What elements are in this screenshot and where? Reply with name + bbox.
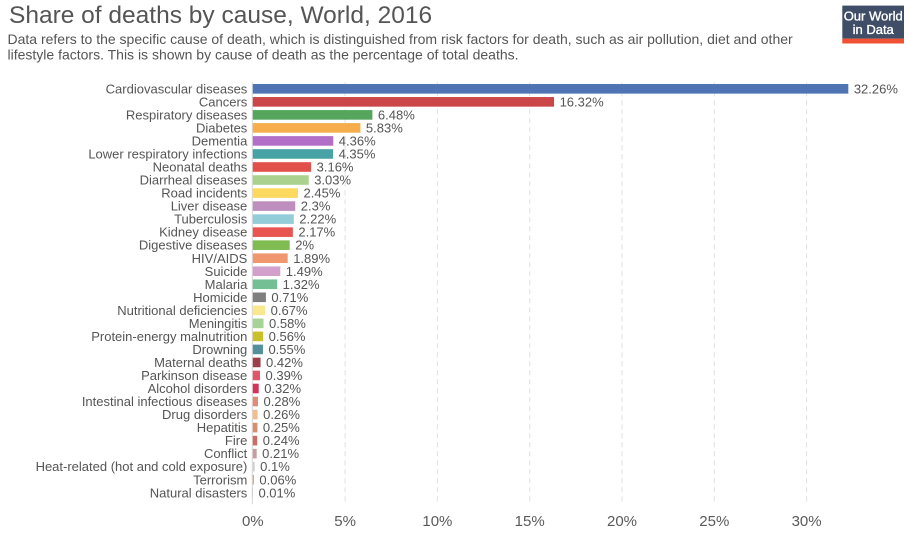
svg-text:0.56%: 0.56% [269,329,306,344]
svg-text:0.58%: 0.58% [269,316,306,331]
svg-text:4.36%: 4.36% [339,133,376,148]
svg-text:Neonatal deaths: Neonatal deaths [153,160,248,175]
svg-text:Meningitis: Meningitis [189,316,248,331]
svg-text:lifestyle factors. This is sho: lifestyle factors. This is shown by caus… [8,46,519,62]
svg-text:10%: 10% [422,513,452,530]
svg-text:Data refers to the specific ca: Data refers to the specific cause of dea… [8,31,794,47]
svg-text:0.26%: 0.26% [263,407,300,422]
svg-text:3.16%: 3.16% [317,160,354,175]
svg-text:6.48%: 6.48% [378,107,415,122]
svg-text:Road incidents: Road incidents [161,186,247,201]
svg-text:Maternal deaths: Maternal deaths [154,355,248,370]
svg-text:0.32%: 0.32% [264,381,301,396]
svg-text:Conflict: Conflict [204,446,248,461]
svg-text:Heat-related (hot and cold exp: Heat-related (hot and cold exposure) [36,459,248,474]
svg-text:Homicide: Homicide [193,290,247,305]
svg-text:0%: 0% [242,513,264,530]
svg-text:2.22%: 2.22% [299,212,336,227]
svg-text:Suicide: Suicide [205,264,248,279]
svg-text:3.03%: 3.03% [314,173,351,188]
svg-text:Respiratory diseases: Respiratory diseases [126,107,248,122]
svg-text:0.25%: 0.25% [263,420,300,435]
svg-text:1.32%: 1.32% [283,277,320,292]
svg-text:Malaria: Malaria [205,277,248,292]
svg-text:Lower respiratory infections: Lower respiratory infections [88,147,247,162]
svg-text:Fire: Fire [225,433,247,448]
svg-text:in Data: in Data [853,22,895,37]
svg-text:0.06%: 0.06% [259,472,296,487]
svg-text:HIV/AIDS: HIV/AIDS [192,251,248,266]
svg-text:Tuberculosis: Tuberculosis [174,212,248,227]
svg-text:Nutritional deficiencies: Nutritional deficiencies [117,303,248,318]
svg-text:2%: 2% [295,238,314,253]
svg-text:Share of deaths by cause, Worl: Share of deaths by cause, World, 2016 [9,2,432,29]
svg-text:32.26%: 32.26% [854,81,899,96]
svg-text:20%: 20% [607,513,637,530]
svg-text:0.28%: 0.28% [263,394,300,409]
svg-text:Dementia: Dementia [192,133,248,148]
svg-text:0.71%: 0.71% [271,290,308,305]
svg-text:25%: 25% [699,513,729,530]
svg-text:1.89%: 1.89% [293,251,330,266]
svg-text:Natural disasters: Natural disasters [150,485,248,500]
svg-text:0.24%: 0.24% [263,433,300,448]
svg-text:Hepatitis: Hepatitis [197,420,248,435]
svg-text:0.39%: 0.39% [266,368,303,383]
svg-text:5%: 5% [334,513,356,530]
svg-text:30%: 30% [792,513,822,530]
svg-text:Diarrheal diseases: Diarrheal diseases [140,173,248,188]
svg-text:0.55%: 0.55% [268,342,305,357]
svg-text:15%: 15% [515,513,545,530]
svg-text:Intestinal infectious diseases: Intestinal infectious diseases [82,394,248,409]
svg-text:5.83%: 5.83% [366,120,403,135]
svg-text:Protein-energy malnutrition: Protein-energy malnutrition [91,329,247,344]
svg-text:2.17%: 2.17% [298,225,335,240]
svg-text:2.45%: 2.45% [304,186,341,201]
svg-text:4.35%: 4.35% [339,147,376,162]
svg-text:Kidney disease: Kidney disease [159,225,247,240]
svg-text:Cancers: Cancers [199,94,248,109]
svg-text:Parkinson disease: Parkinson disease [141,368,247,383]
svg-text:Our World: Our World [844,9,903,24]
svg-text:0.01%: 0.01% [258,485,295,500]
svg-text:2.3%: 2.3% [301,199,331,214]
svg-text:1.49%: 1.49% [286,264,323,279]
svg-text:16.32%: 16.32% [560,94,605,109]
svg-text:Drowning: Drowning [192,342,247,357]
svg-text:0.42%: 0.42% [266,355,303,370]
svg-text:Terrorism: Terrorism [193,472,247,487]
svg-text:0.1%: 0.1% [260,459,290,474]
svg-text:Diabetes: Diabetes [196,120,248,135]
svg-text:Alcohol disorders: Alcohol disorders [148,381,248,396]
svg-text:Liver disease: Liver disease [171,199,248,214]
svg-text:0.67%: 0.67% [271,303,308,318]
svg-text:Drug disorders: Drug disorders [162,407,248,422]
svg-text:Cardiovascular diseases: Cardiovascular diseases [106,81,248,96]
svg-text:Digestive diseases: Digestive diseases [139,238,248,253]
svg-text:0.21%: 0.21% [262,446,299,461]
